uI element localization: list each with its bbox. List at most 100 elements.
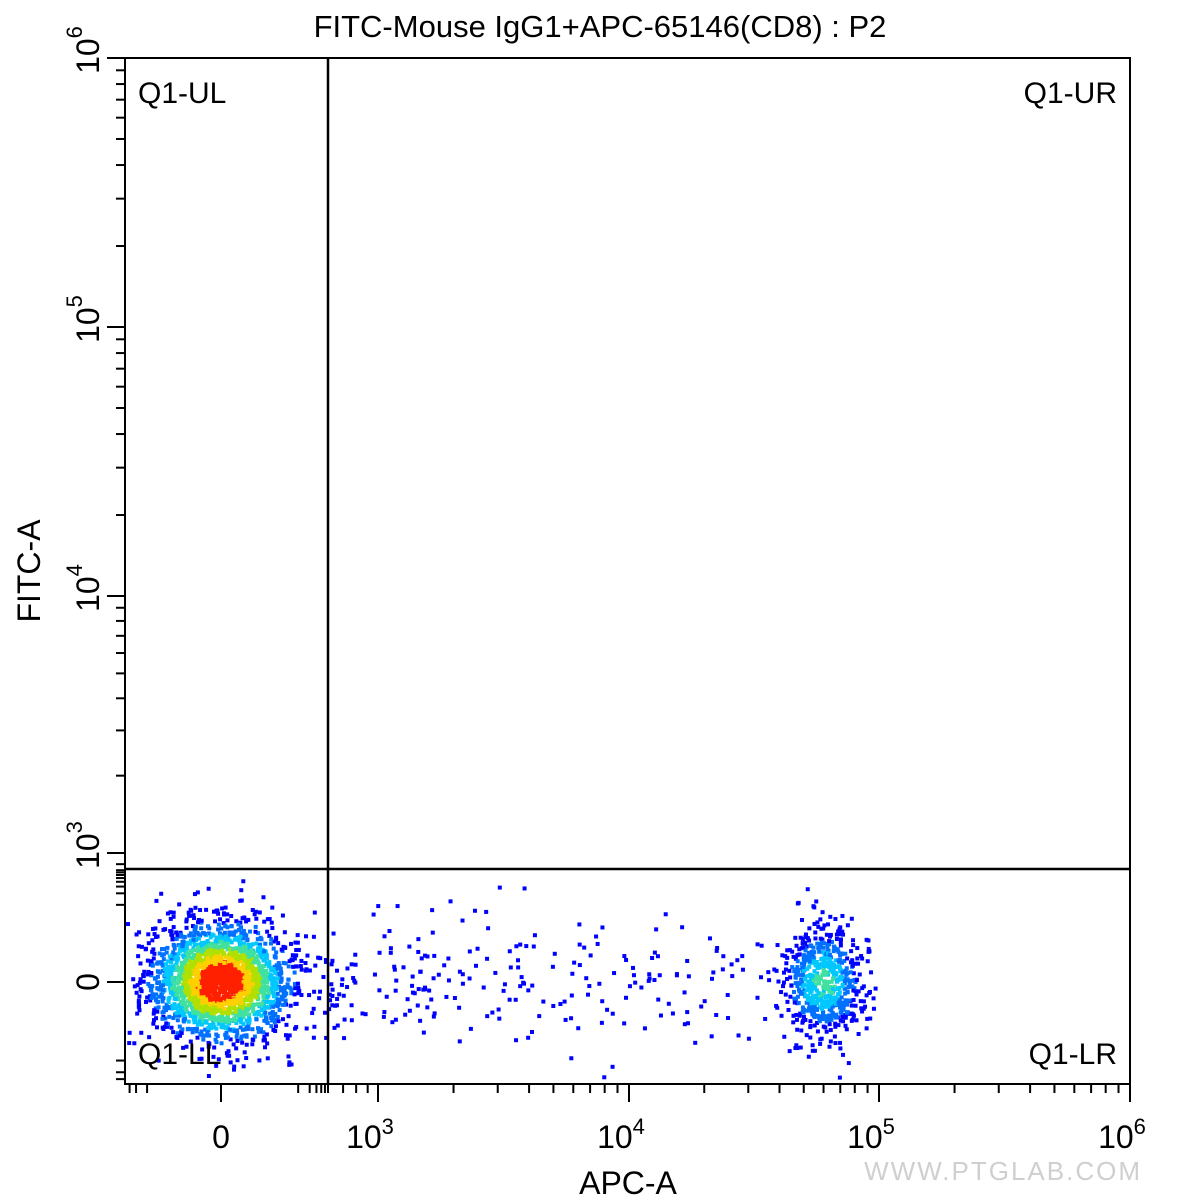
event-dot (312, 910, 317, 915)
event-dot (254, 1017, 259, 1022)
event-dot (810, 999, 815, 1004)
event-dot (192, 942, 197, 947)
event-dot (195, 982, 200, 987)
event-dot (190, 956, 195, 961)
event-dot (811, 904, 816, 909)
event-dot (258, 952, 263, 957)
event-dot (191, 1000, 196, 1005)
event-dot (227, 952, 232, 957)
event-dot (285, 1036, 290, 1041)
event-dot (238, 1013, 243, 1018)
event-dot (612, 971, 617, 976)
event-dot (283, 961, 288, 966)
event-dot (265, 1041, 270, 1046)
event-dot (802, 988, 807, 993)
event-dot (516, 965, 521, 970)
event-dot (530, 983, 535, 988)
event-dot (841, 1052, 846, 1057)
event-dot (205, 974, 210, 979)
event-dot (259, 955, 264, 960)
event-dot (250, 942, 255, 947)
event-dot (730, 974, 735, 979)
event-dot (850, 984, 855, 989)
event-dot (295, 933, 300, 938)
event-dot (329, 962, 334, 967)
event-dot (799, 1028, 804, 1033)
event-dot (816, 945, 821, 950)
event-dot (176, 989, 181, 994)
event-dot (264, 961, 269, 966)
event-dot (268, 941, 273, 946)
event-dot (260, 968, 265, 973)
event-dot (275, 991, 280, 996)
event-dot (597, 981, 602, 986)
event-dot (410, 983, 415, 988)
event-dot (393, 1017, 398, 1022)
event-dot (226, 1019, 231, 1024)
event-dot (808, 1035, 813, 1040)
event-dot (205, 1012, 210, 1017)
event-dot (814, 899, 819, 904)
event-dot (755, 995, 760, 1000)
event-dot (154, 992, 159, 997)
event-dot (240, 916, 245, 921)
event-dot (821, 984, 826, 989)
event-dot (171, 992, 176, 997)
event-dot (235, 1038, 240, 1043)
event-dot (847, 998, 852, 1003)
event-dot (605, 1007, 610, 1012)
event-dot (205, 961, 210, 966)
event-dot (167, 982, 172, 987)
event-dot (828, 1001, 833, 1006)
event-dot (216, 1016, 221, 1021)
event-dot (267, 1000, 272, 1005)
event-dot (808, 1019, 813, 1024)
event-dot (835, 947, 840, 952)
event-dot (231, 932, 236, 937)
event-dot (840, 960, 845, 965)
event-dot (836, 958, 841, 963)
event-dot (387, 929, 392, 934)
event-dot (254, 941, 259, 946)
event-dot (587, 984, 592, 989)
event-dot (204, 1008, 209, 1013)
event-dot (225, 925, 230, 930)
event-dot (189, 1027, 194, 1032)
event-dot (836, 929, 841, 934)
event-dot (569, 993, 574, 998)
event-dot (582, 945, 587, 950)
event-dot (184, 1004, 189, 1009)
event-dot (136, 998, 141, 1003)
watermark: WWW.PTGLAB.COM (864, 1156, 1142, 1186)
event-dot (610, 1064, 615, 1069)
event-dot (600, 999, 605, 1004)
event-dot (180, 934, 185, 939)
event-dot (827, 934, 832, 939)
event-dot (194, 943, 199, 948)
event-dot (843, 1015, 848, 1020)
event-dot (180, 1001, 185, 1006)
event-dot (827, 939, 832, 944)
event-dot (827, 942, 832, 947)
event-dot (803, 940, 808, 945)
event-dot (211, 909, 216, 914)
event-dot (822, 941, 827, 946)
event-dot (269, 920, 274, 925)
event-dot (258, 975, 263, 980)
event-dot (785, 999, 790, 1004)
event-dot (202, 976, 207, 981)
event-dot (173, 967, 178, 972)
event-dot (775, 943, 780, 948)
event-dot (798, 935, 803, 940)
event-dot (861, 999, 866, 1004)
event-dot (247, 1012, 252, 1017)
event-dot (514, 944, 519, 949)
event-dot (851, 971, 856, 976)
event-dot (213, 919, 218, 924)
event-dot (259, 949, 264, 954)
event-dot (244, 971, 249, 976)
event-dot (513, 997, 518, 1002)
event-dot (164, 1002, 169, 1007)
event-dot (243, 986, 248, 991)
